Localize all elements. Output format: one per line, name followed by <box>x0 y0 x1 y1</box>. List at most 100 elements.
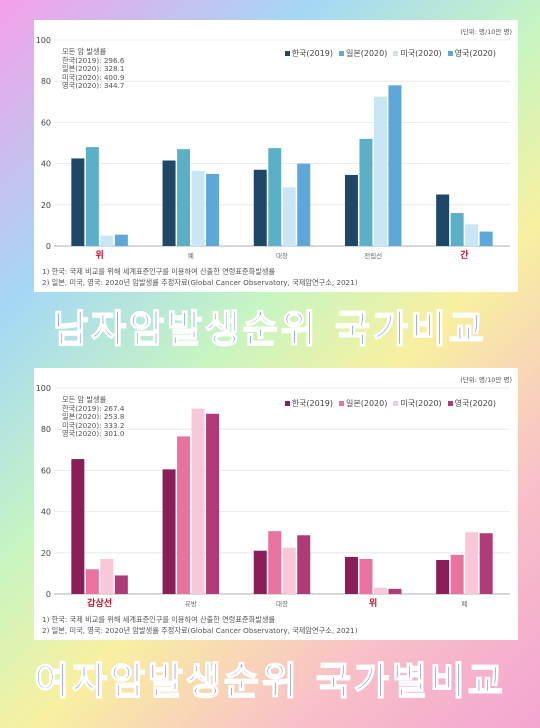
stats-title: 모든 암 발생률 <box>62 395 107 404</box>
bar <box>85 147 99 246</box>
bar <box>297 163 311 246</box>
stats-line: 한국(2019): 267.4 <box>62 403 125 413</box>
y-tick-label: 60 <box>41 466 51 475</box>
all-cancer-stats-box: 모든 암 발생률 한국(2019): 267.4 일본(2020): 253.8… <box>62 395 125 439</box>
legend-swatch <box>447 401 453 406</box>
x-category-label: 대장 <box>276 251 288 260</box>
bar <box>388 588 402 594</box>
bar <box>253 169 267 246</box>
legend-item: 한국(2019) <box>284 398 334 409</box>
stats-line: 미국(2020): 400.9 <box>62 72 125 82</box>
x-category-label: 전립선 <box>364 251 382 260</box>
bar <box>100 558 114 594</box>
legend-swatch <box>284 401 290 406</box>
x-category-label: 대장 <box>276 599 288 608</box>
legend-label: 영국(2020) <box>454 49 496 58</box>
legend-swatch <box>447 51 453 56</box>
legend-swatch <box>339 51 345 56</box>
legend-label: 미국(2020) <box>400 399 442 408</box>
bar <box>71 459 85 594</box>
y-tick-label: 100 <box>36 384 51 393</box>
legend-label: 한국(2019) <box>291 49 334 58</box>
y-tick-label: 20 <box>41 201 51 210</box>
bar <box>191 170 205 246</box>
bar <box>85 569 99 594</box>
legend-item: 영국(2020) <box>447 48 496 59</box>
bar <box>206 173 220 246</box>
y-tick-label: 80 <box>41 425 51 434</box>
unit-label: (단위: 명/10만 명) <box>460 28 512 36</box>
y-tick-label: 40 <box>41 508 51 517</box>
bar <box>268 148 282 246</box>
bar <box>100 235 114 246</box>
x-category-label: 폐 <box>461 599 467 608</box>
legend-item: 미국(2020) <box>393 398 442 409</box>
y-tick-label: 40 <box>41 160 51 169</box>
x-category-label: 유방 <box>185 599 197 608</box>
footnote: 1) 한국: 국제 비교를 위해 세계표준인구를 이용하여 산출한 연령표준화발… <box>42 267 276 276</box>
x-category-label: 간 <box>460 249 469 261</box>
legend-item: 영국(2020) <box>447 398 496 409</box>
bar <box>344 174 358 246</box>
bar <box>268 531 282 594</box>
stats-line: 일본(2020): 328.1 <box>62 64 125 74</box>
bar <box>373 96 387 247</box>
bar <box>479 533 493 594</box>
bar <box>450 213 464 246</box>
bar <box>297 535 311 594</box>
bar <box>465 224 479 246</box>
legend-label: 일본(2020) <box>346 399 388 408</box>
bar <box>177 436 191 594</box>
bar <box>114 234 128 246</box>
all-cancer-stats-box: 모든 암 발생률 한국(2019): 296.6 일본(2020): 328.1… <box>62 47 125 91</box>
legend-swatch <box>284 51 290 56</box>
bar <box>388 85 402 246</box>
legend-label: 한국(2019) <box>291 399 334 408</box>
bar <box>436 560 450 594</box>
legend-swatch <box>393 51 399 56</box>
bar <box>359 558 373 594</box>
stats-line: 영국(2020): 301.0 <box>62 429 125 439</box>
y-tick-label: 20 <box>41 549 51 558</box>
y-tick-label: 80 <box>41 77 51 86</box>
x-category-label: 위 <box>369 597 377 609</box>
unit-label: (단위: 명/10만 명) <box>460 376 512 384</box>
legend-swatch <box>393 401 399 406</box>
y-tick-label: 0 <box>46 590 51 599</box>
legend-label: 미국(2020) <box>400 49 442 58</box>
legend-item: 일본(2020) <box>339 398 387 409</box>
legend-swatch <box>339 401 345 406</box>
bar <box>162 469 176 594</box>
bar <box>282 547 296 594</box>
y-tick-label: 0 <box>46 242 51 251</box>
bar <box>253 550 267 594</box>
stats-line: 한국(2019): 296.6 <box>62 55 125 65</box>
footnote: 2) 일본, 미국, 영국: 2020년 암발생률 추정자료(Global Ca… <box>42 626 358 635</box>
legend-label: 일본(2020) <box>346 49 388 58</box>
footnote: 2) 일본, 미국, 영국: 2020년 암발생률 추정자료(Global Ca… <box>42 278 358 287</box>
x-category-label: 폐 <box>188 251 194 260</box>
y-tick-label: 60 <box>41 118 51 127</box>
bar <box>479 231 493 246</box>
legend-item: 일본(2020) <box>339 48 387 59</box>
female-cancer-bar-chart: 0 20 40 60 80 100 갑상선 유방 대장 위 폐 <box>36 384 510 609</box>
female-cancer-chart-panel: 0 20 40 60 80 100 갑상선 유방 대장 위 폐 (단위: 명/10만 명) 한국(2… <box>34 368 518 640</box>
x-category-label: 위 <box>95 249 103 261</box>
bar <box>191 408 205 594</box>
stats-line: 영국(2020): 344.7 <box>62 81 125 91</box>
legend-item: 미국(2020) <box>393 48 442 59</box>
footnotes: 1) 한국: 국제 비교를 위해 세계표준인구를 이용하여 산출한 연령표준화발… <box>42 614 358 636</box>
bar <box>282 187 296 246</box>
bar <box>344 556 358 594</box>
female-title-banner: 여자암발생순위 국가별비교 <box>33 658 506 704</box>
bar <box>206 413 220 594</box>
male-title-banner: 남자암발생순위 국가비교 <box>52 306 487 352</box>
footnote: 1) 한국: 국제 비교를 위해 세계표준인구를 이용하여 산출한 연령표준화발… <box>42 615 276 624</box>
chart-legend: 한국(2019) 일본(2020) 미국(2020) 영국(2020) <box>284 398 496 409</box>
bar <box>359 138 373 246</box>
y-tick-label: 100 <box>36 36 51 45</box>
chart-legend: 한국(2019) 일본(2020) 미국(2020) 영국(2020) <box>284 48 496 59</box>
bar <box>114 575 128 594</box>
male-cancer-chart-panel: 0 20 40 60 80 100 위 폐 대장 전립선 간 (단위: 명/10만 명) 한국(20… <box>34 20 518 292</box>
stats-line: 일본(2020): 253.8 <box>62 412 125 422</box>
